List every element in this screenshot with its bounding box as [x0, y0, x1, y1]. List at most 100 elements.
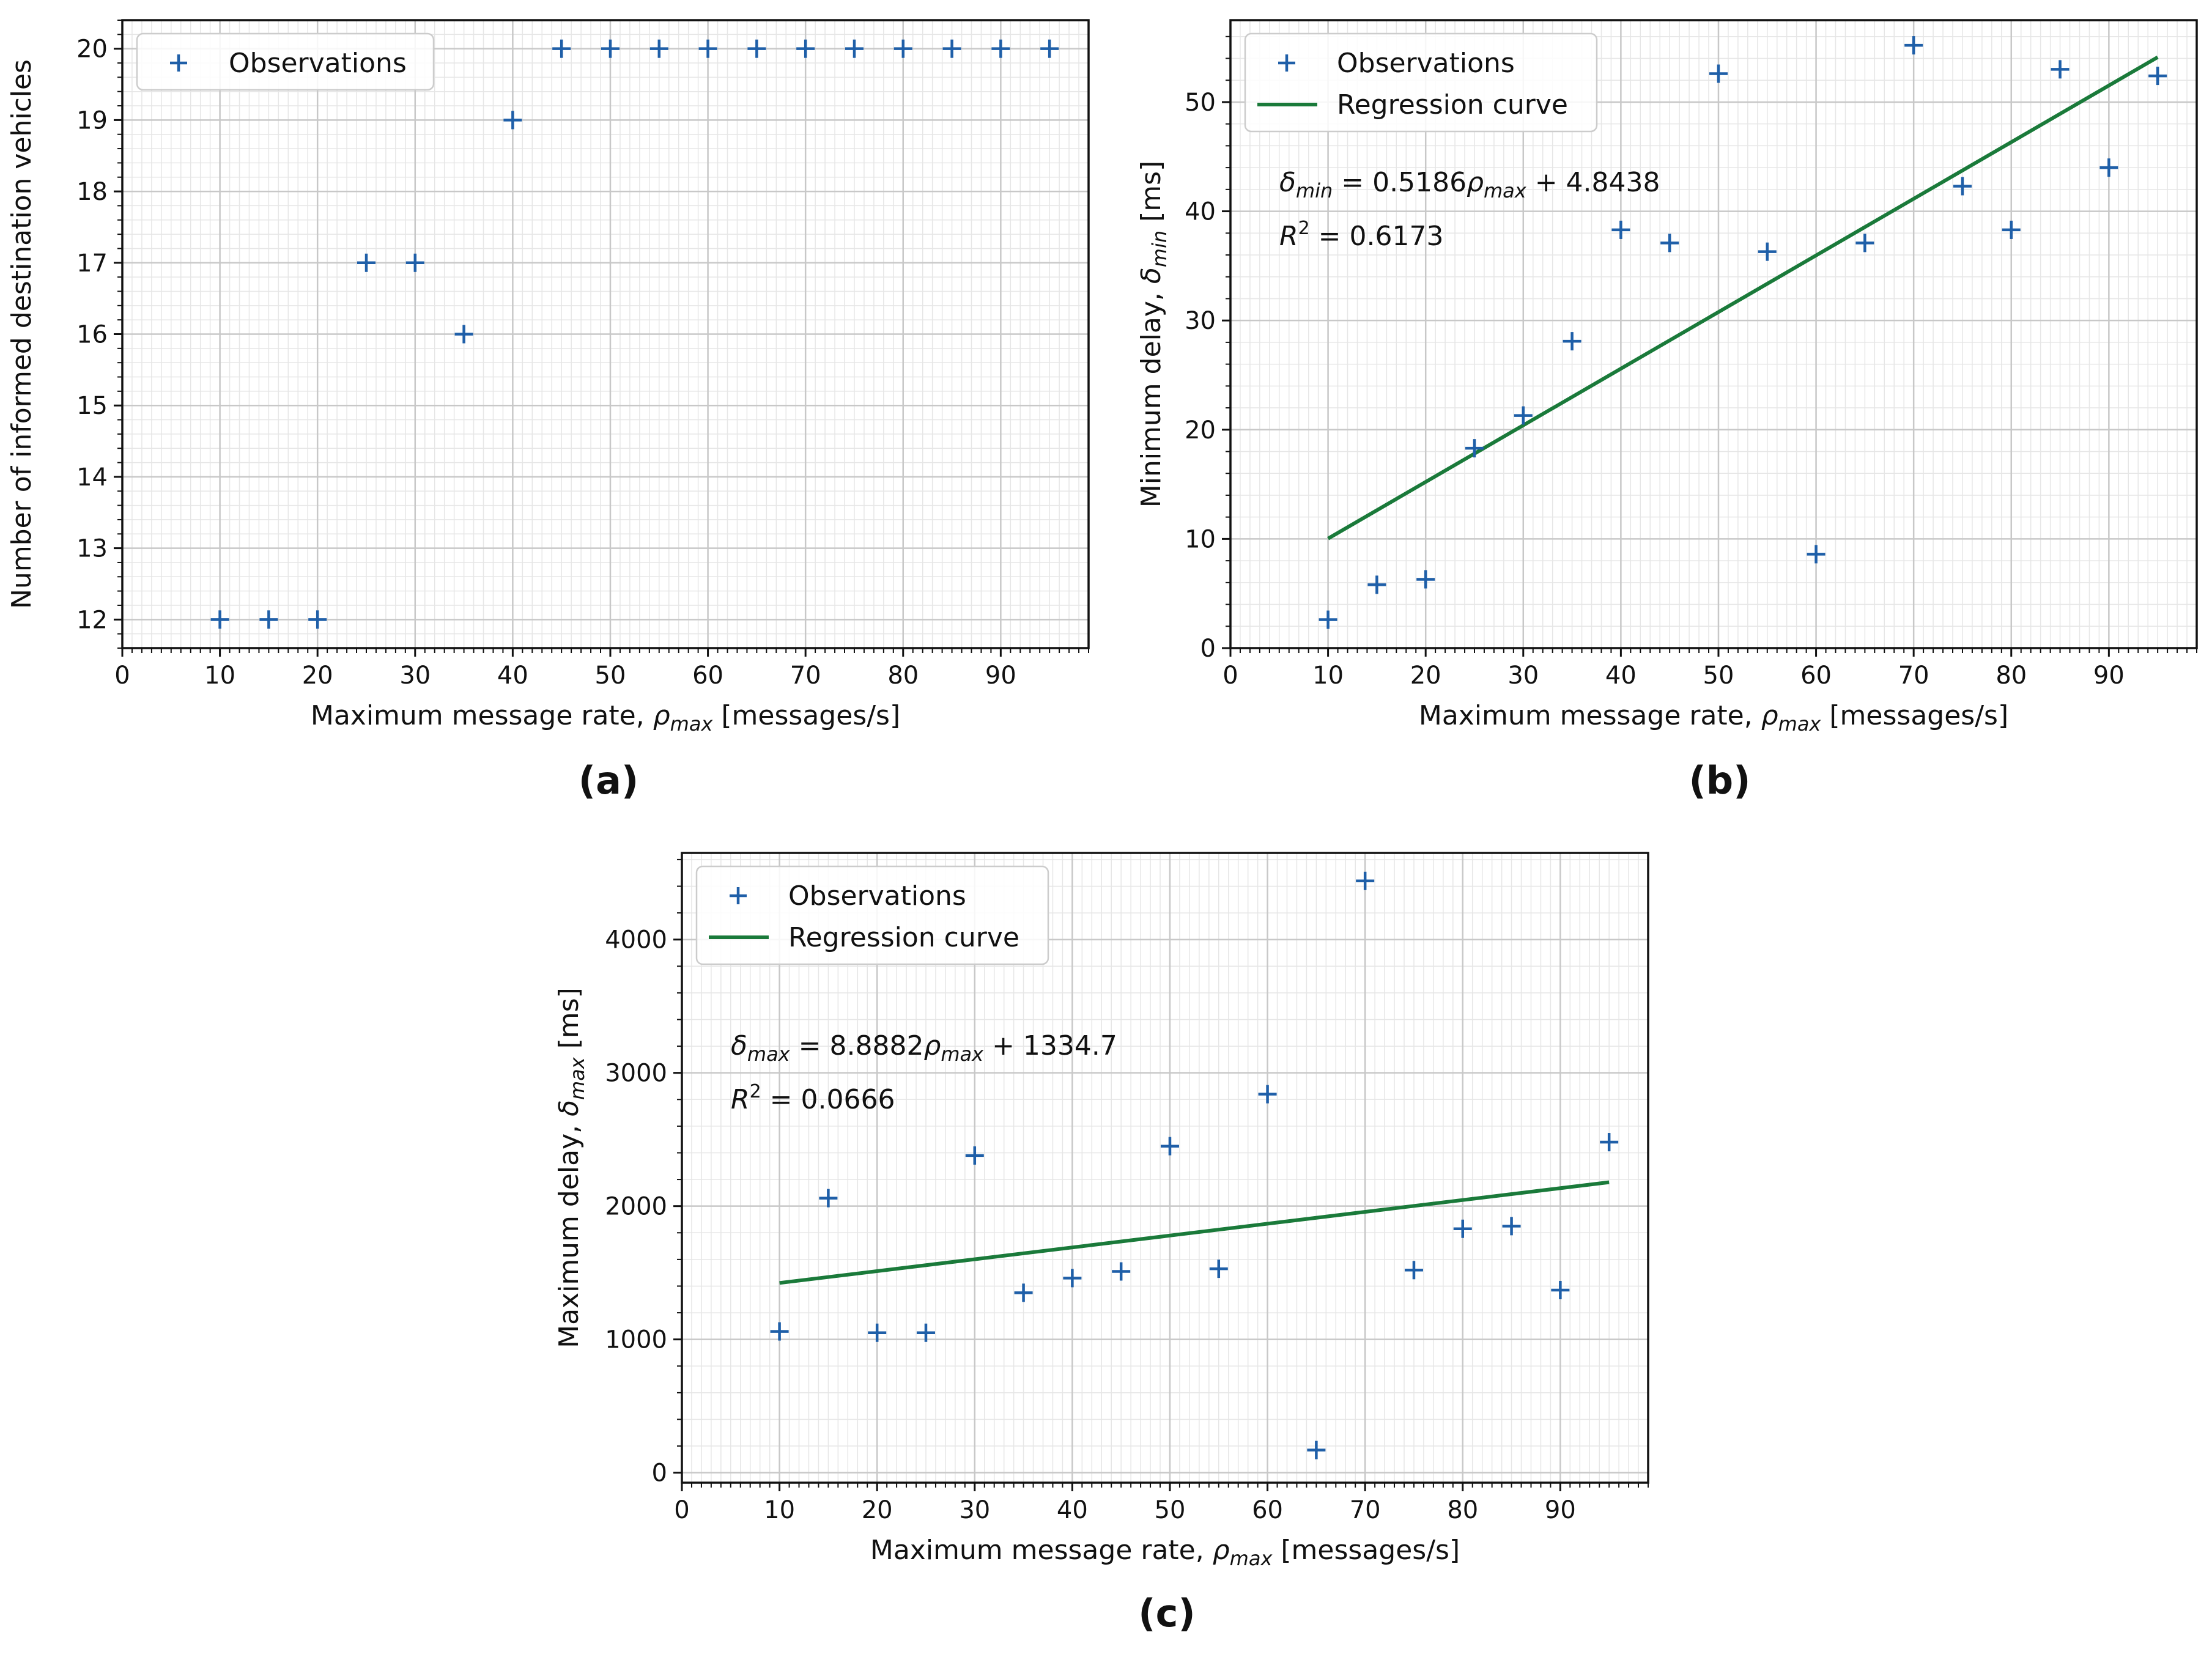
observation-point [916, 1323, 935, 1342]
observation-point [1112, 1262, 1131, 1281]
y-tick-label: 4000 [605, 926, 667, 954]
y-tick-label: 14 [76, 463, 108, 492]
observation-point [991, 39, 1010, 58]
regression-line [779, 1180, 1610, 1285]
x-tick-label: 0 [1223, 662, 1238, 690]
y-tick-label: 20 [1185, 416, 1216, 445]
observation-point [2002, 220, 2021, 239]
observation-point [1904, 36, 1923, 55]
x-tick-label: 70 [1898, 662, 1929, 690]
axis-ticks: 0 10 20 30 40 50 60 70 80 90 12 13 14 15 16 17 18 19 20 [76, 20, 1089, 690]
observation-point [845, 39, 864, 58]
x-tick-label: 90 [1545, 1496, 1576, 1524]
y-tick-label: 0 [1200, 635, 1216, 663]
x-tick-label: 60 [692, 662, 723, 690]
chart-panel-b: 0 10 20 30 40 50 60 70 80 90 0 10 20 30 40 50 Maximum me… [1136, 19, 2198, 803]
x-tick-label: 30 [399, 662, 431, 690]
observation-point [1758, 242, 1777, 261]
y-tick-label: 10 [1185, 525, 1216, 553]
observations-series [1319, 36, 2167, 629]
x-tick-label: 80 [887, 662, 919, 690]
legend-box [695, 865, 1049, 965]
legend-entry: Observations [788, 880, 966, 912]
y-axis-label: Minimum delay, δmin [ms] [1136, 161, 1171, 507]
y-tick-label: 17 [76, 249, 108, 278]
y-tick-label: 16 [76, 321, 108, 349]
observation-point [1551, 1281, 1570, 1300]
y-axis-label: Maximum delay, δmax [ms] [553, 987, 589, 1348]
legend-entry: Observations [1337, 48, 1515, 79]
x-tick-label: 0 [674, 1496, 689, 1524]
y-tick-label: 19 [76, 106, 108, 135]
observation-point [2051, 60, 2070, 79]
x-tick-label: 60 [1800, 662, 1832, 690]
observation-point [1709, 64, 1728, 83]
y-axis-label: Number of informed destination vehicles [6, 59, 37, 609]
observation-point [1611, 220, 1630, 239]
observation-point [747, 39, 766, 58]
observation-point [1307, 1441, 1326, 1459]
observation-point [819, 1189, 838, 1208]
legend: Observations Regression curve [1244, 32, 1598, 133]
observation-point [1258, 1085, 1277, 1104]
observation-point [1502, 1217, 1521, 1236]
legend-entry: Regression curve [1337, 89, 1568, 120]
panel-label: (c) [1138, 1591, 1195, 1636]
y-tick-label: 3000 [605, 1060, 667, 1088]
x-axis-label: Maximum message rate, ρmax [messages/s] [311, 700, 900, 736]
observation-point [1855, 234, 1874, 253]
x-tick-label: 50 [1703, 662, 1734, 690]
observation-point [868, 1323, 887, 1342]
x-tick-label: 10 [1312, 662, 1344, 690]
observation-point [770, 1322, 789, 1341]
x-tick-label: 50 [595, 662, 626, 690]
observation-point [601, 39, 620, 58]
observation-point [649, 39, 668, 58]
observations-series [210, 39, 1059, 629]
y-tick-label: 0 [652, 1459, 667, 1488]
observation-point [1063, 1269, 1082, 1288]
observation-point [1600, 1133, 1619, 1152]
x-tick-label: 60 [1252, 1496, 1283, 1524]
x-axis-label: Maximum message rate, ρmax [messages/s] [870, 1535, 1460, 1570]
x-tick-label: 10 [764, 1496, 795, 1524]
plot-frame [1229, 19, 2198, 649]
legend-entry: Observations [229, 48, 407, 79]
observation-point [210, 610, 229, 629]
observation-point [1404, 1261, 1423, 1280]
observation-point [1465, 439, 1484, 458]
x-tick-label: 0 [114, 662, 130, 690]
plot-frame [681, 852, 1649, 1484]
observation-point [1563, 332, 1581, 351]
chart-panel-a: 0 10 20 30 40 50 60 70 80 90 12 13 14 15 16 17 18 19 20 Max… [6, 19, 1090, 803]
observation-point [1953, 177, 1972, 196]
y-tick-label: 30 [1185, 307, 1216, 335]
observation-point [2148, 67, 2167, 86]
observation-point [308, 610, 327, 629]
observation-point [796, 39, 815, 58]
observation-point [1416, 570, 1435, 589]
y-tick-label: 18 [76, 178, 108, 206]
x-tick-label: 70 [790, 662, 821, 690]
observation-point [1660, 234, 1679, 253]
observation-point [1453, 1219, 1472, 1238]
observation-point [503, 111, 522, 130]
regression-line [1327, 55, 2159, 540]
observation-point [942, 39, 961, 58]
observation-point [1014, 1283, 1033, 1302]
observation-point [965, 1146, 984, 1165]
r-squared: R2 = 0.0666 [731, 1081, 895, 1115]
x-tick-label: 80 [1996, 662, 2027, 690]
y-tick-label: 40 [1185, 198, 1216, 226]
observation-point [893, 39, 912, 58]
observation-point [1367, 575, 1386, 594]
x-tick-label: 20 [302, 662, 333, 690]
observation-point [1514, 406, 1533, 425]
regression-equation: δmin = 0.5186ρmax + 4.8438 [1279, 167, 1660, 202]
observation-point [1209, 1260, 1228, 1278]
chart-panel-c: 0 10 20 30 40 50 60 70 80 90 0 1000 2000 3000 4000 Maxi… [553, 852, 1649, 1636]
observation-point [357, 253, 375, 272]
x-tick-label: 30 [959, 1496, 990, 1524]
x-tick-label: 70 [1350, 1496, 1381, 1524]
